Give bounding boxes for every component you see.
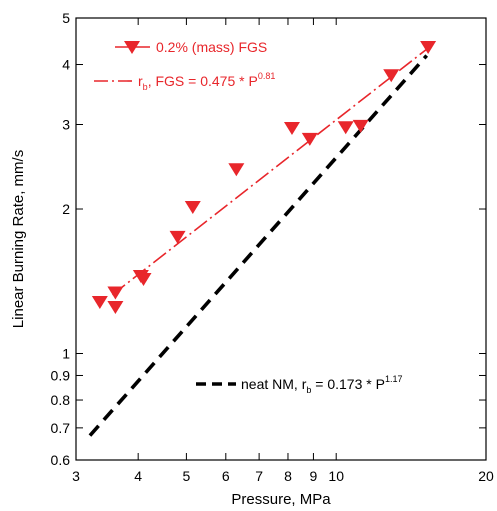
y-tick-label: 5 [62,10,70,26]
data-point-triangle [169,230,186,244]
x-axis-ticks: 3 4 5 6 7 8 9 10 20 [72,18,494,484]
x-tick-label: 4 [134,468,142,484]
data-point-triangle [91,296,108,310]
legend-label-neat-nm: neat NM, rb = 0.173 * P1.17 [241,374,402,395]
x-tick-label: 20 [478,468,494,484]
data-markers [91,41,437,314]
fit-lines [88,47,429,437]
y-tick-label: 4 [62,57,70,73]
y-tick-label: 0.6 [51,452,71,468]
x-tick-label: 5 [182,468,190,484]
legend-fgs-markers: 0.2% (mass) FGS [115,39,267,55]
data-point-triangle [337,121,354,135]
y-tick-label: 0.7 [51,420,71,436]
data-point-triangle [301,132,318,146]
data-point-triangle [135,272,152,286]
fit-line-series-1 [111,47,429,296]
fit-line-series-2 [88,54,429,437]
data-point-triangle [107,300,124,314]
data-point-triangle [383,69,400,83]
y-tick-label: 1 [62,346,70,362]
x-tick-label: 8 [284,468,292,484]
data-point-triangle [184,200,201,214]
x-tick-label: 9 [310,468,318,484]
legend-neat-nm: neat NM, rb = 0.173 * P1.17 [196,374,402,395]
x-axis-label: Pressure, MPa [231,491,331,508]
legend-label-fgs-fit: rb, FGS = 0.475 * P0.81 [138,71,275,92]
data-point-triangle [420,41,437,55]
legend-fgs-fit: rb, FGS = 0.475 * P0.81 [94,71,275,92]
x-tick-label: 7 [255,468,263,484]
y-tick-label: 2 [62,201,70,217]
legend-label-fgs-markers: 0.2% (mass) FGS [156,39,267,55]
x-tick-label: 6 [222,468,230,484]
data-point-triangle [107,286,124,300]
y-tick-label: 0.8 [51,392,71,408]
x-tick-label: 10 [328,468,344,484]
data-point-triangle [228,163,245,177]
plot-frame [75,17,487,461]
y-tick-label: 3 [62,116,70,132]
y-tick-label: 0.9 [51,367,71,383]
y-axis-label: Linear Burning Rate, mm/s [10,150,27,328]
y-axis-ticks: 0.6 0.7 0.8 0.9 1 2 3 4 5 [51,10,486,468]
x-tick-label: 3 [72,468,80,484]
legend-triangle-marker [124,41,140,54]
data-point-triangle [283,121,300,135]
data-point-triangle [352,119,369,133]
